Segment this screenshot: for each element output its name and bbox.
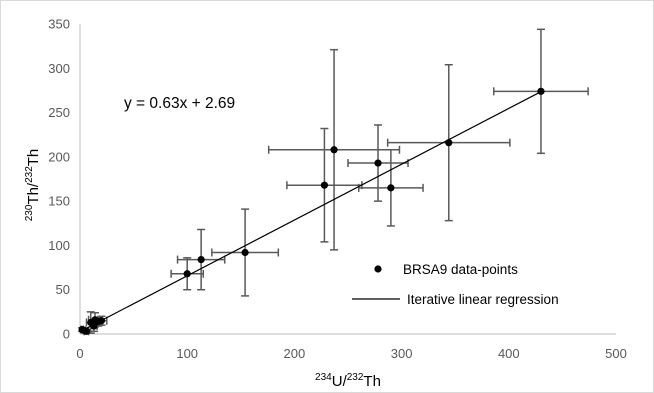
x-tick-label: 400 [498,346,520,361]
y-axis-title-sup2: 232 [24,166,35,183]
x-axis-title: 234U/232Th [315,372,381,390]
y-tick-label: 100 [48,238,70,253]
legend: BRSA9 data-points Iterative linear regre… [352,262,559,307]
y-tick-label: 150 [48,194,70,209]
data-points [78,87,545,335]
x-tick-label: 200 [284,346,306,361]
axes [79,24,616,335]
x-tick-labels: 0 100 200 300 400 500 [76,346,626,361]
data-point [374,159,382,167]
data-point [197,256,205,264]
legend-marker-points [374,265,382,273]
x-axis-title-base: U/ [332,373,348,390]
legend-label-regression: Iterative linear regression [407,292,559,307]
data-point [183,270,191,278]
y-tick-labels: 0 50 100 150 200 250 300 350 [48,17,70,342]
y-tick-label: 350 [48,17,70,32]
y-tick-label: 200 [48,149,70,164]
y-axis-title-base: Th/ [25,182,42,205]
y-tick-label: 50 [56,282,70,297]
data-point [320,181,329,189]
x-axis-title-sup2: 232 [347,372,364,383]
data-point [387,184,395,192]
x-tick-label: 100 [176,346,198,361]
y-axis-title-sup: 230 [24,204,35,221]
regression-equation: y = 0.63x + 2.69 [124,95,235,112]
data-point [330,146,338,154]
data-point [82,327,91,335]
legend-label-points: BRSA9 data-points [403,262,518,277]
x-tick-label: 300 [391,346,413,361]
y-axis-title-base2: Th [25,149,42,167]
y-tick-label: 0 [63,327,70,342]
x-tick-label: 0 [76,346,83,361]
data-point [97,317,106,325]
data-point [445,139,453,147]
error-bars [78,28,589,336]
y-tick-label: 250 [48,105,70,120]
x-axis-title-sup: 234 [315,372,332,383]
data-point [90,322,98,330]
y-tick-label: 300 [48,61,70,76]
data-point [241,248,249,257]
x-tick-label: 500 [605,346,627,361]
x-axis-title-base2: Th [363,373,381,390]
y-axis-title: 230Th/232Th [24,149,42,222]
data-point [537,87,545,95]
regression-line [82,91,542,331]
